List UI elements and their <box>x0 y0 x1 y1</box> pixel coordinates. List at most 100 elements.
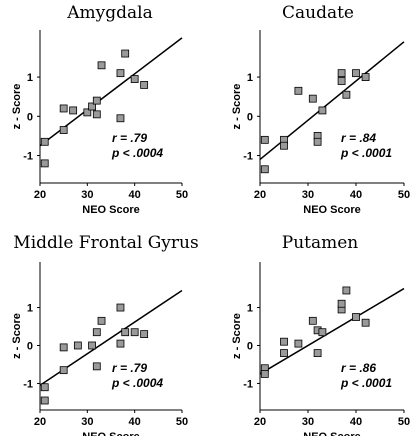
data-point <box>260 370 269 378</box>
data-point <box>280 349 288 357</box>
x-tick-label: 20 <box>254 189 266 201</box>
data-point <box>116 69 125 78</box>
data-point <box>318 106 327 115</box>
x-tick-label: 50 <box>176 189 188 201</box>
x-tick-label: 50 <box>398 189 410 201</box>
data-point <box>361 318 370 327</box>
data-point <box>59 343 68 352</box>
panel-title: Putamen <box>282 233 359 253</box>
y-tick-label: -1 <box>243 151 253 163</box>
data-point <box>92 328 101 337</box>
panel-title: Amygdala <box>66 3 152 23</box>
data-point <box>280 141 288 150</box>
data-point <box>116 303 125 312</box>
y-tick-label: 1 <box>247 72 253 84</box>
data-point <box>318 328 327 337</box>
data-point <box>260 165 269 174</box>
regression-line <box>259 287 405 375</box>
y-axis-label: z - Score <box>231 84 243 130</box>
x-tick-label: 50 <box>398 416 410 428</box>
data-point <box>280 337 288 346</box>
data-point <box>140 81 149 89</box>
data-point <box>342 90 351 99</box>
data-point <box>342 286 351 295</box>
data-point <box>92 110 101 119</box>
data-point <box>308 316 317 325</box>
y-tick-label: 0 <box>27 111 33 123</box>
x-tick-label: 20 <box>254 416 266 428</box>
x-tick-label: 30 <box>81 189 93 201</box>
data-point <box>352 69 360 78</box>
data-point <box>40 383 49 392</box>
data-point <box>97 316 106 325</box>
data-point <box>40 159 49 168</box>
data-point <box>69 106 78 115</box>
data-point <box>59 126 68 134</box>
data-point <box>92 96 101 105</box>
data-point <box>337 77 346 85</box>
x-tick-label: 40 <box>350 189 362 201</box>
x-tick-label: 30 <box>81 416 93 428</box>
x-axis-label: NEO Score <box>303 431 360 436</box>
x-tick-label: 30 <box>302 416 314 428</box>
x-axis-label: NEO Score <box>82 431 139 436</box>
x-tick-label: 20 <box>34 189 46 201</box>
data-point <box>130 328 139 337</box>
data-point <box>116 114 125 123</box>
data-point <box>88 102 96 111</box>
x-tick-label: 30 <box>302 189 314 201</box>
x-tick-label: 40 <box>129 189 141 201</box>
y-axis-label: z - Score <box>231 313 243 359</box>
data-point <box>59 104 68 113</box>
x-tick-label: 20 <box>34 416 46 428</box>
y-tick-label: 1 <box>27 72 33 84</box>
panel-putamen: Putamen r = .86 p < .0001 20 30 40 50 -1 0 1 NE… <box>231 233 410 436</box>
data-point <box>40 137 49 146</box>
y-axis-label: z - Score <box>11 84 23 130</box>
data-point <box>130 75 139 83</box>
panel-middle-frontal-gyrus: Middle Frontal Gyrus r = .79 p < .0004 2… <box>11 233 199 436</box>
data-point <box>313 349 322 357</box>
p-value: p < .0001 <box>340 376 392 390</box>
y-tick-label: 0 <box>27 340 33 352</box>
x-axis-label: NEO Score <box>303 204 360 216</box>
y-tick-label: 0 <box>247 340 253 352</box>
data-point <box>121 49 130 58</box>
r-value: r = .84 <box>341 131 376 145</box>
data-point <box>337 69 346 78</box>
data-point <box>352 313 360 321</box>
data-point <box>294 339 303 348</box>
y-tick-label: 0 <box>247 111 253 123</box>
data-point <box>92 362 101 371</box>
y-tick-label: -1 <box>23 378 33 390</box>
panel-title: Caudate <box>282 3 354 23</box>
x-tick-label: 40 <box>350 416 362 428</box>
data-point <box>88 341 96 350</box>
y-tick-label: 1 <box>27 303 33 315</box>
y-axis-label: z - Score <box>11 313 23 359</box>
p-value: p < .0004 <box>111 376 163 390</box>
x-axis-label: NEO Score <box>82 204 139 216</box>
data-point <box>140 330 149 339</box>
y-tick-label: 1 <box>247 303 253 315</box>
data-point <box>361 73 370 81</box>
data-point <box>308 94 317 103</box>
data-point <box>40 396 49 405</box>
panel-title: Middle Frontal Gyrus <box>13 233 198 253</box>
data-point <box>121 328 130 337</box>
data-point <box>294 86 303 95</box>
panel-caudate: Caudate r = .84 p < .0001 20 30 40 50 -1 0 1 NE… <box>231 3 410 216</box>
data-point <box>260 135 269 144</box>
x-tick-label: 40 <box>129 416 141 428</box>
r-value: r = .79 <box>112 361 147 375</box>
data-point <box>337 299 346 308</box>
panel-amygdala: Amygdala r = .79 p < .0004 20 30 40 50 -1 0 1 N… <box>11 3 188 216</box>
p-value: p < .0004 <box>111 146 163 160</box>
y-tick-label: -1 <box>243 378 253 390</box>
data-point <box>59 366 68 375</box>
p-value: p < .0001 <box>340 146 392 160</box>
data-point <box>313 137 322 146</box>
r-value: r = .86 <box>341 361 376 375</box>
data-point <box>83 108 92 117</box>
